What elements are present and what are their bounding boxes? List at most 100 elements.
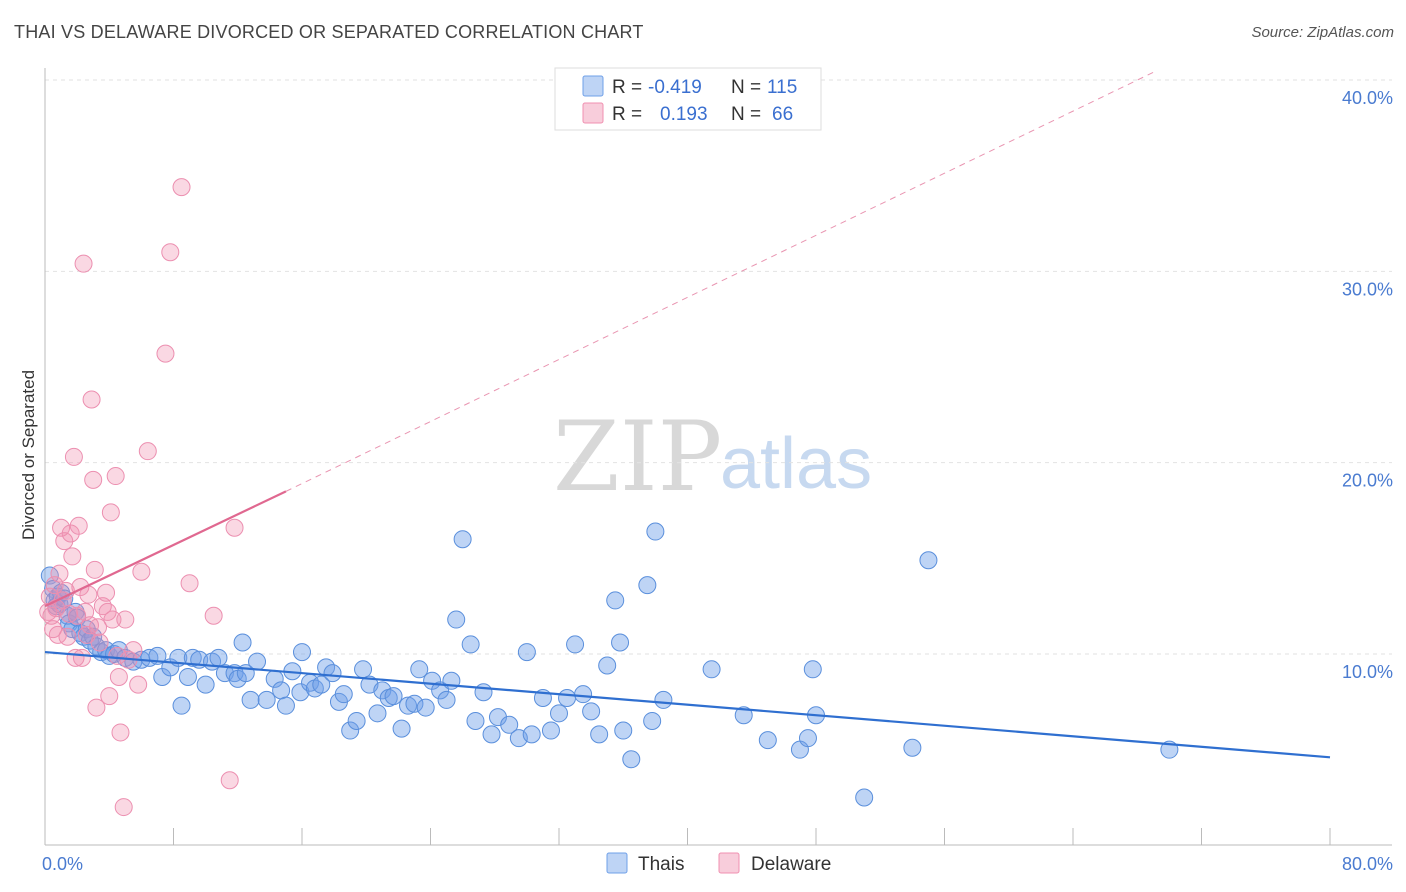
thais-point [172,696,191,715]
thais-point [405,694,424,713]
legend-swatch-thais [582,75,604,97]
delaware-point [124,641,143,660]
thais-point [522,725,541,744]
x-tick-label: 80.0% [1342,854,1393,874]
thais-point [312,675,331,694]
thais-point [574,685,593,704]
delaware-points [39,178,244,817]
delaware-point [45,576,64,595]
y-tick-label: 20.0% [1342,471,1393,491]
thais-point [855,788,874,807]
thais-point [196,675,215,694]
delaware-point [84,470,103,489]
delaware-point [101,503,120,522]
delaware-point [108,646,127,665]
thais-point [638,576,657,595]
delaware-point [93,597,112,616]
thais-point [919,551,938,570]
thais-point [903,738,922,757]
axes [44,68,1392,846]
x-tick-labels: 0.0% 80.0% [42,854,1393,874]
thais-point [248,652,267,671]
delaware-point [87,698,106,717]
delaware-point [72,648,91,667]
thais-point [347,711,366,730]
legend-n-label-thais: N = [731,77,761,98]
delaware-point [74,254,93,273]
thais-point [517,643,536,662]
thais-point [341,721,360,740]
bottom-legend-swatch-thais [606,852,628,874]
series-legend: Thais Delaware [606,852,831,875]
thais-point [354,660,373,679]
delaware-point [225,518,244,537]
thais-point [399,696,418,715]
thais-point [622,750,641,769]
legend-n-value-delaware: 66 [772,104,793,125]
thais-point [702,660,721,679]
delaware-point [172,178,191,197]
delaware-point [204,606,223,625]
thais-point [437,690,456,709]
delaware-point [76,602,95,621]
bottom-legend-label-thais: Thais [638,854,684,875]
delaware-point [52,518,71,537]
thais-point [334,685,353,704]
delaware-point [156,344,175,363]
delaware-point [64,447,83,466]
delaware-point [220,771,239,790]
thais-point [392,719,411,738]
trend-lines [44,71,1331,759]
delaware-trend-line [44,490,287,608]
thais-point [550,704,568,723]
thais-point [384,687,403,706]
thais-point [654,690,673,709]
legend-swatch-delaware [582,102,604,124]
thais-point [582,702,601,721]
thais-point [461,635,480,654]
delaware-point [90,633,109,652]
delaware-point [129,675,148,694]
delaware-point [44,620,63,639]
stats-legend: R = -0.419 N = 115 R = 0.193 N = 66 [554,67,822,131]
delaware-point [161,243,180,262]
thais-point [798,729,817,748]
delaware-point [116,610,135,629]
delaware-point [55,532,74,551]
watermark-atlas: atlas [720,424,872,504]
bottom-legend-swatch-delaware [718,852,740,874]
thais-point [541,721,560,740]
legend-r-value-thais: -0.419 [648,77,702,98]
thais-point [566,635,585,654]
y-axis-label: Divorced or Separated [19,370,38,540]
thais-point [606,591,625,610]
delaware-point [180,574,199,593]
thais-point [178,667,197,686]
legend-r-label-thais: R = [612,77,642,98]
thais-point [590,725,609,744]
gridlines [45,79,1392,655]
delaware-point [106,467,125,486]
thais-point [368,704,387,723]
bottom-legend-label-delaware: Delaware [751,854,831,875]
thais-point [614,721,633,740]
thais-point [447,610,466,629]
delaware-point [85,560,104,579]
thais-point [323,664,342,683]
thais-points [40,522,1179,807]
legend-n-value-thais: 115 [767,77,797,98]
y-tick-label: 40.0% [1342,88,1393,108]
thais-point [758,731,777,750]
delaware-point [132,562,151,581]
chart-source: Source: ZipAtlas.com [1251,24,1394,41]
thais-point [257,690,276,709]
thais-point [474,683,493,702]
thais-point [276,696,295,715]
thais-point [453,530,472,549]
thais-point [183,648,202,667]
delaware-point [138,442,157,461]
x-tick-label: 0.0% [42,854,83,874]
thais-trend-line [44,650,1331,759]
thais-point [643,711,662,730]
